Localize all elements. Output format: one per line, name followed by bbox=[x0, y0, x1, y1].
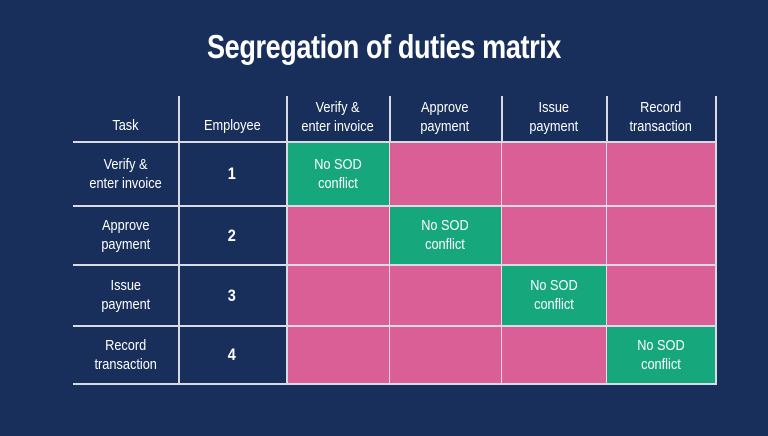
page-title: Segregation of duties matrix bbox=[207, 28, 561, 65]
task-label: Issue payment bbox=[101, 277, 150, 313]
grid-line bbox=[389, 96, 391, 142]
grid-line bbox=[715, 96, 717, 385]
matrix-cell-ok: No SOD conflict bbox=[389, 206, 501, 264]
header-label: Record transaction bbox=[629, 99, 692, 135]
matrix-cell-conflict bbox=[606, 142, 715, 205]
matrix-cell-conflict bbox=[501, 326, 606, 383]
grid-line bbox=[286, 96, 288, 385]
grid-line bbox=[73, 264, 715, 266]
matrix-cell-conflict bbox=[287, 206, 389, 264]
grid-line bbox=[73, 205, 715, 207]
employee-number: 1 bbox=[227, 164, 237, 183]
grid-line bbox=[606, 96, 608, 142]
header-label: Approve payment bbox=[420, 99, 470, 135]
matrix-cell-conflict bbox=[287, 326, 389, 383]
task-label: Verify & enter invoice bbox=[89, 155, 162, 192]
header-employee: Employee bbox=[178, 96, 286, 141]
grid-line bbox=[501, 96, 503, 142]
cell-label: No SOD conflict bbox=[314, 155, 362, 192]
employee-number: 4 bbox=[227, 345, 237, 364]
grid-line bbox=[73, 141, 715, 143]
header-task: Task bbox=[73, 96, 178, 141]
header-issue: Issue payment bbox=[501, 96, 606, 141]
task-label: Approve payment bbox=[101, 217, 150, 253]
header-label: Verify & enter invoice bbox=[301, 99, 374, 135]
row-employee: 3 bbox=[178, 265, 286, 325]
cell-label: No SOD conflict bbox=[529, 277, 578, 313]
header-record: Record transaction bbox=[606, 96, 715, 141]
row-task: Verify & enter invoice bbox=[73, 142, 178, 205]
employee-number: 2 bbox=[227, 225, 237, 245]
row-task: Approve payment bbox=[73, 206, 178, 264]
row-employee: 4 bbox=[178, 326, 286, 383]
row-task: Record transaction bbox=[73, 326, 178, 383]
header-label: Issue payment bbox=[529, 99, 578, 135]
matrix-cell-conflict bbox=[606, 206, 715, 264]
header-approve: Approve payment bbox=[389, 96, 501, 141]
matrix-cell-conflict bbox=[389, 265, 501, 325]
matrix-cell-conflict bbox=[501, 142, 606, 205]
grid-line bbox=[73, 325, 715, 327]
row-employee: 2 bbox=[178, 206, 286, 264]
grid-line bbox=[606, 142, 607, 383]
cell-label: No SOD conflict bbox=[636, 336, 685, 373]
matrix-cell-conflict bbox=[501, 206, 606, 264]
matrix-cell-ok: No SOD conflict bbox=[287, 142, 389, 205]
matrix-cell-conflict bbox=[389, 326, 501, 383]
matrix-cell-ok: No SOD conflict bbox=[606, 326, 715, 383]
grid-line bbox=[73, 383, 715, 385]
matrix-cell-conflict bbox=[389, 142, 501, 205]
grid-line bbox=[178, 96, 180, 385]
matrix-cell-conflict bbox=[287, 265, 389, 325]
header-verify: Verify & enter invoice bbox=[286, 96, 389, 141]
row-employee: 1 bbox=[178, 142, 286, 205]
grid-line bbox=[389, 142, 390, 383]
employee-number: 3 bbox=[227, 285, 237, 305]
header-label: Employee bbox=[203, 117, 261, 134]
cell-label: No SOD conflict bbox=[421, 217, 469, 253]
header-label: Task bbox=[112, 117, 139, 134]
grid-line bbox=[501, 142, 502, 383]
task-label: Record transaction bbox=[94, 336, 157, 373]
row-task: Issue payment bbox=[73, 265, 178, 325]
matrix-cell-conflict bbox=[606, 265, 715, 325]
matrix-cell-ok: No SOD conflict bbox=[501, 265, 606, 325]
